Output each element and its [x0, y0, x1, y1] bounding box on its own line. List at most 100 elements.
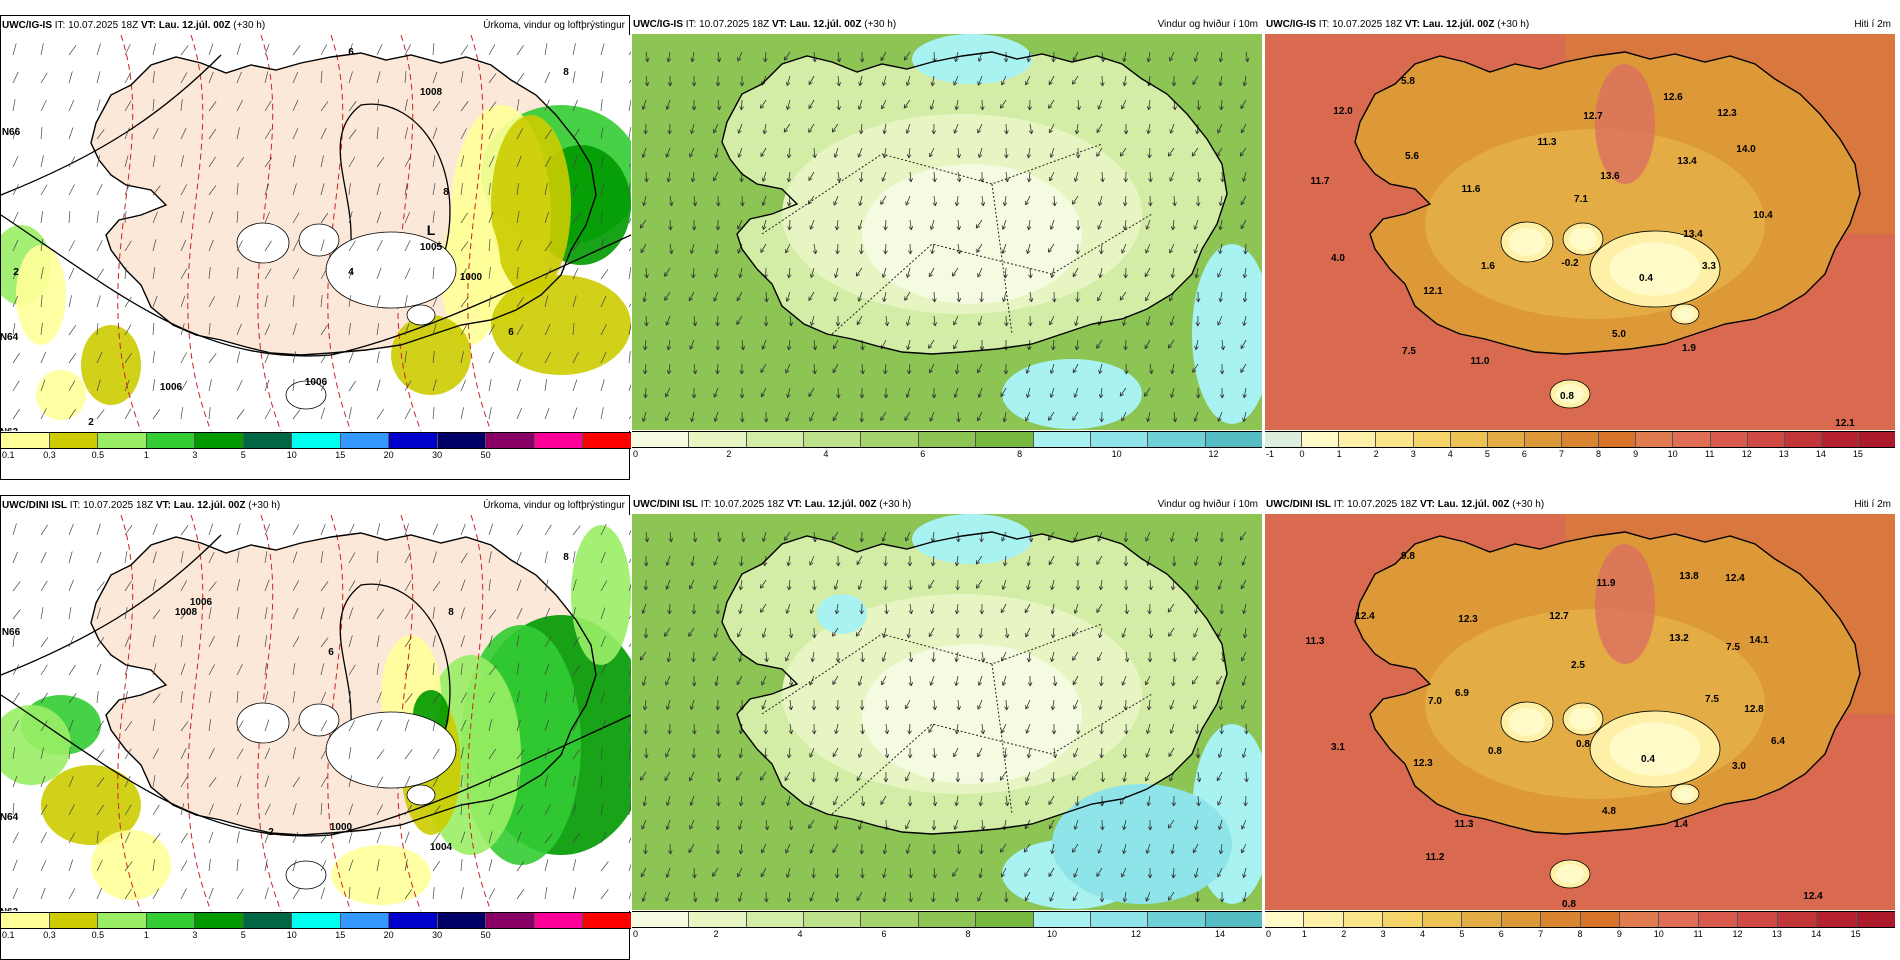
colorbar-cell [1344, 912, 1383, 927]
colorbar-tick-label: 3 [192, 450, 197, 460]
low-pressure-label: L [427, 222, 436, 238]
map-value-label: 11.3 [1538, 137, 1557, 148]
map-value-label: 7.1 [1574, 194, 1588, 205]
map-value-label: 2 [268, 827, 274, 838]
colorbar-tick-label: 10 [1654, 929, 1664, 939]
colorbar-cell [1581, 912, 1620, 927]
valid-time: Lau. 12.júl. 00Z [805, 499, 877, 510]
colorbar-tick-label: 15 [335, 930, 345, 940]
colorbar-tick-label: 15 [1851, 929, 1861, 939]
it-label: IT: [1334, 499, 1345, 510]
colorbar-cell [438, 433, 487, 448]
colorbar-tick-label: 2 [1341, 929, 1346, 939]
map-value-label: N64 [1, 812, 19, 823]
colorbar-tick-label: 1 [1337, 449, 1342, 459]
map-value-label: 6.4 [1771, 736, 1785, 747]
colorbar-cell [583, 913, 631, 928]
map-value-label: 6 [508, 327, 514, 338]
map-value-label: -0.2 [1561, 258, 1579, 269]
colorbar-tick-label: 1 [1302, 929, 1307, 939]
colorbar-cell [632, 912, 689, 927]
vt-label: VT: [141, 20, 156, 31]
colorbar-cell [50, 913, 99, 928]
panel-title: Úrkoma, vindur og loftþrýstingur [483, 19, 625, 33]
colorbar-cell [1859, 432, 1895, 447]
lead-time: (+30 h) [864, 19, 896, 30]
map-value-label: 7.5 [1726, 642, 1740, 653]
colorbar-cell [147, 913, 196, 928]
colorbar-cell [1034, 912, 1091, 927]
map-area: 10081006100010046882N66N64N63 [1, 515, 631, 911]
colorbar-cell [98, 433, 147, 448]
colorbar-cell [1778, 912, 1817, 927]
colorbar-cell [861, 912, 918, 927]
colorbar-cell [1091, 912, 1148, 927]
colorbar-tick-label: 4 [797, 929, 802, 939]
panel-title: Hiti í 2m [1854, 18, 1891, 32]
colorbar-tick-label: 20 [384, 930, 394, 940]
map-value-label: 3.3 [1702, 261, 1716, 272]
map-value-label: 13.4 [1683, 229, 1703, 240]
map-value-label: 7.5 [1705, 694, 1719, 705]
map-value-label: 3.0 [1732, 761, 1746, 772]
it-label: IT: [701, 499, 712, 510]
map-area [632, 34, 1262, 430]
colorbar-cell [389, 913, 438, 928]
colorbar-tick-label: 10 [1112, 449, 1122, 459]
map-value-label: 12.8 [1744, 704, 1764, 715]
map-value-label: 3.1 [1331, 742, 1345, 753]
colorbar-cell [747, 912, 804, 927]
map-value-label: 12.1 [1835, 418, 1855, 429]
colorbar-cell [1383, 912, 1422, 927]
colorbar-tick-label: 5 [1459, 929, 1464, 939]
map-value-label: 10.4 [1753, 210, 1773, 221]
colorbar [1, 432, 631, 449]
colorbar-cell [976, 912, 1033, 927]
init-time: 10.07.2025 18Z [699, 19, 769, 30]
colorbar-tick-label: 6 [881, 929, 886, 939]
vt-label: VT: [1405, 19, 1420, 30]
map-value-label: 6 [348, 47, 354, 58]
map-value-label: 12.3 [1458, 614, 1478, 625]
colorbar [1, 912, 631, 929]
map-value-label: N63 [1, 427, 19, 431]
vt-label: VT: [787, 499, 802, 510]
map-value-label: 4.0 [1331, 253, 1345, 264]
map-value-label: 12.7 [1549, 611, 1569, 622]
colorbar-cell [1785, 432, 1822, 447]
colorbar-tick-label: 5 [1485, 449, 1490, 459]
colorbar [1265, 911, 1895, 928]
map-value-label: 2 [88, 417, 94, 428]
colorbar-tick-label: 6 [1522, 449, 1527, 459]
model-name: UWC/IG-IS [2, 20, 52, 31]
map-value-label: N64 [1, 332, 19, 343]
colorbar-cell [244, 433, 293, 448]
panel-dini-precip: UWC/DINI ISL IT: 10.07.2025 18Z VT: Lau.… [0, 495, 630, 960]
colorbar-cell [1738, 912, 1777, 927]
colorbar-cell [1148, 912, 1205, 927]
map-value-label: 12.3 [1413, 758, 1433, 769]
colorbar-tick-label: 3 [1411, 449, 1416, 459]
colorbar-tick-label: 8 [1017, 449, 1022, 459]
colorbar-tick-label: 8 [965, 929, 970, 939]
map-value-label: 6 [328, 647, 334, 658]
colorbar-tick-label: 14 [1811, 929, 1821, 939]
panel-header: UWC/DINI ISL IT: 10.07.2025 18Z VT: Lau.… [2, 499, 625, 513]
map-value-label: 1006 [160, 382, 183, 393]
map-area [632, 514, 1262, 910]
init-time: 10.07.2025 18Z [68, 20, 138, 31]
map-value-label: 12.6 [1663, 92, 1683, 103]
panel-title: Vindur og hviður í 10m [1158, 18, 1258, 32]
colorbar-cell [1423, 912, 1462, 927]
map-value-label: 12.7 [1583, 111, 1603, 122]
colorbar-tick-label: 13 [1779, 449, 1789, 459]
colorbar-tick-label: 0 [633, 449, 638, 459]
colorbar-cell [1636, 432, 1673, 447]
panel-title: Vindur og hviður í 10m [1158, 498, 1258, 512]
colorbar-tick-label: 11 [1705, 449, 1714, 459]
map-value-label: 11.3 [1306, 636, 1325, 647]
map-value-label: 2.5 [1571, 660, 1585, 671]
map-value-label: 11.0 [1471, 356, 1490, 367]
colorbar-cell [1857, 912, 1895, 927]
